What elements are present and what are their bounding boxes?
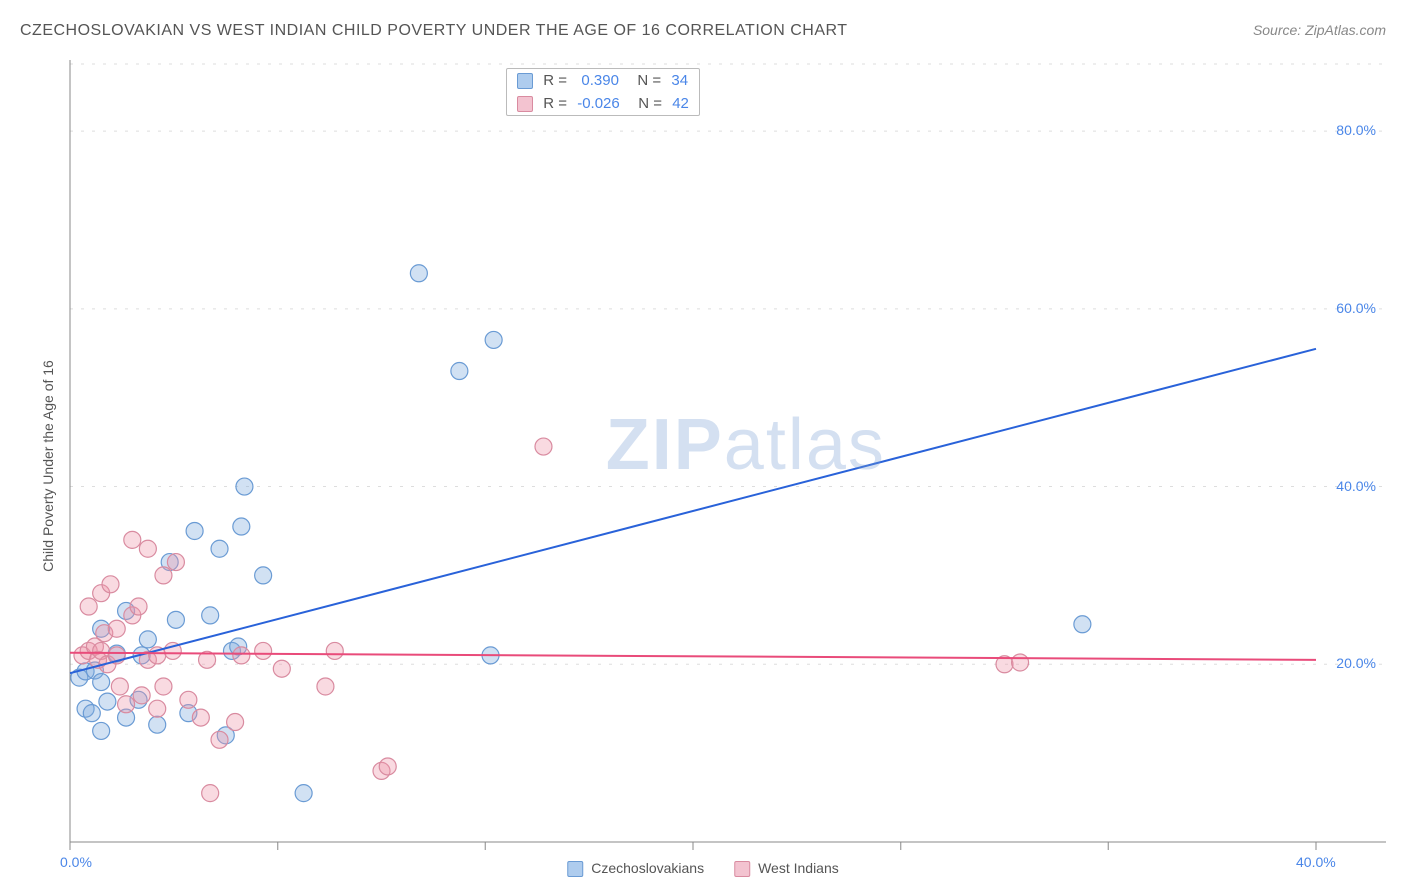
corr-n-value: 42	[672, 95, 689, 112]
corr-r-label: R =	[539, 95, 571, 112]
legend-bottom: Czechoslovakians West Indians	[567, 860, 839, 877]
legend-label: West Indians	[758, 860, 839, 876]
corr-r-value: 0.390	[577, 72, 619, 89]
corr-swatch	[517, 96, 533, 112]
legend-item: West Indians	[734, 860, 839, 877]
corr-n-label: N =	[625, 72, 665, 89]
corr-n-label: N =	[626, 95, 666, 112]
y-tick-label: 40.0%	[1336, 478, 1376, 494]
x-tick-label: 0.0%	[60, 854, 92, 870]
legend-label: Czechoslovakians	[591, 860, 704, 876]
scatter-chart	[20, 50, 1386, 882]
corr-r-value: -0.026	[577, 95, 620, 112]
x-tick-label: 40.0%	[1296, 854, 1336, 870]
legend-swatch	[567, 861, 583, 877]
correlation-box: R = 0.390 N = 34 R = -0.026 N = 42	[506, 68, 700, 116]
chart-title: CZECHOSLOVAKIAN VS WEST INDIAN CHILD POV…	[20, 22, 848, 40]
y-tick-label: 20.0%	[1336, 655, 1376, 671]
corr-row: R = 0.390 N = 34	[507, 69, 699, 92]
corr-r-label: R =	[539, 72, 571, 89]
legend-item: Czechoslovakians	[567, 860, 704, 877]
y-tick-label: 60.0%	[1336, 300, 1376, 316]
source-attribution: Source: ZipAtlas.com	[1253, 22, 1386, 38]
corr-n-value: 34	[671, 72, 688, 89]
chart-container: Child Poverty Under the Age of 16 ZIPatl…	[20, 50, 1386, 882]
corr-row: R = -0.026 N = 42	[507, 92, 699, 115]
y-tick-label: 80.0%	[1336, 122, 1376, 138]
y-axis-label: Child Poverty Under the Age of 16	[40, 360, 56, 572]
legend-swatch	[734, 861, 750, 877]
corr-swatch	[517, 73, 533, 89]
